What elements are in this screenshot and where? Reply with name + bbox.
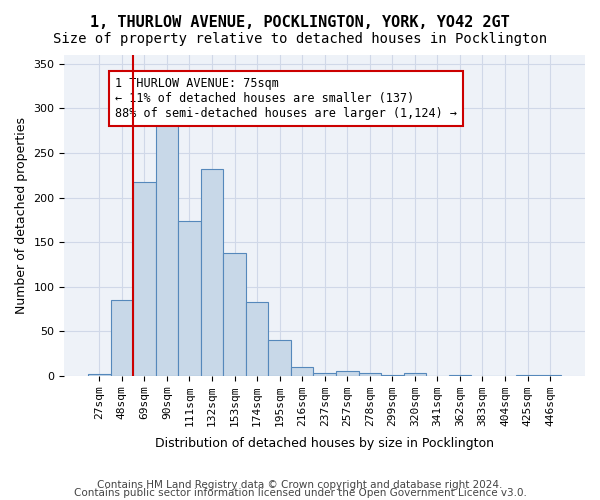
Text: 1, THURLOW AVENUE, POCKLINGTON, YORK, YO42 2GT: 1, THURLOW AVENUE, POCKLINGTON, YORK, YO… (90, 15, 510, 30)
Bar (155, 124, 178, 376)
X-axis label: Distribution of detached houses by size in Pocklington: Distribution of detached houses by size … (155, 437, 494, 450)
Bar (178, 220, 201, 376)
Text: Size of property relative to detached houses in Pocklington: Size of property relative to detached ho… (53, 32, 547, 46)
Text: Contains public sector information licensed under the Open Government Licence v3: Contains public sector information licen… (74, 488, 526, 498)
Bar (223, 252, 246, 376)
Bar (246, 302, 268, 376)
Bar (88, 374, 110, 376)
Bar (336, 371, 359, 376)
Bar (268, 340, 291, 376)
Text: Contains HM Land Registry data © Crown copyright and database right 2024.: Contains HM Land Registry data © Crown c… (97, 480, 503, 490)
Bar (110, 300, 133, 376)
Bar (539, 375, 562, 376)
Bar (313, 373, 336, 376)
Bar (133, 182, 155, 376)
Bar (516, 375, 539, 376)
Bar (359, 373, 381, 376)
Bar (381, 375, 404, 376)
Y-axis label: Number of detached properties: Number of detached properties (15, 117, 28, 314)
Bar (201, 169, 223, 376)
Bar (404, 373, 426, 376)
Bar (449, 375, 471, 376)
Text: 1 THURLOW AVENUE: 75sqm
← 11% of detached houses are smaller (137)
88% of semi-d: 1 THURLOW AVENUE: 75sqm ← 11% of detache… (115, 78, 457, 120)
Bar (291, 367, 313, 376)
